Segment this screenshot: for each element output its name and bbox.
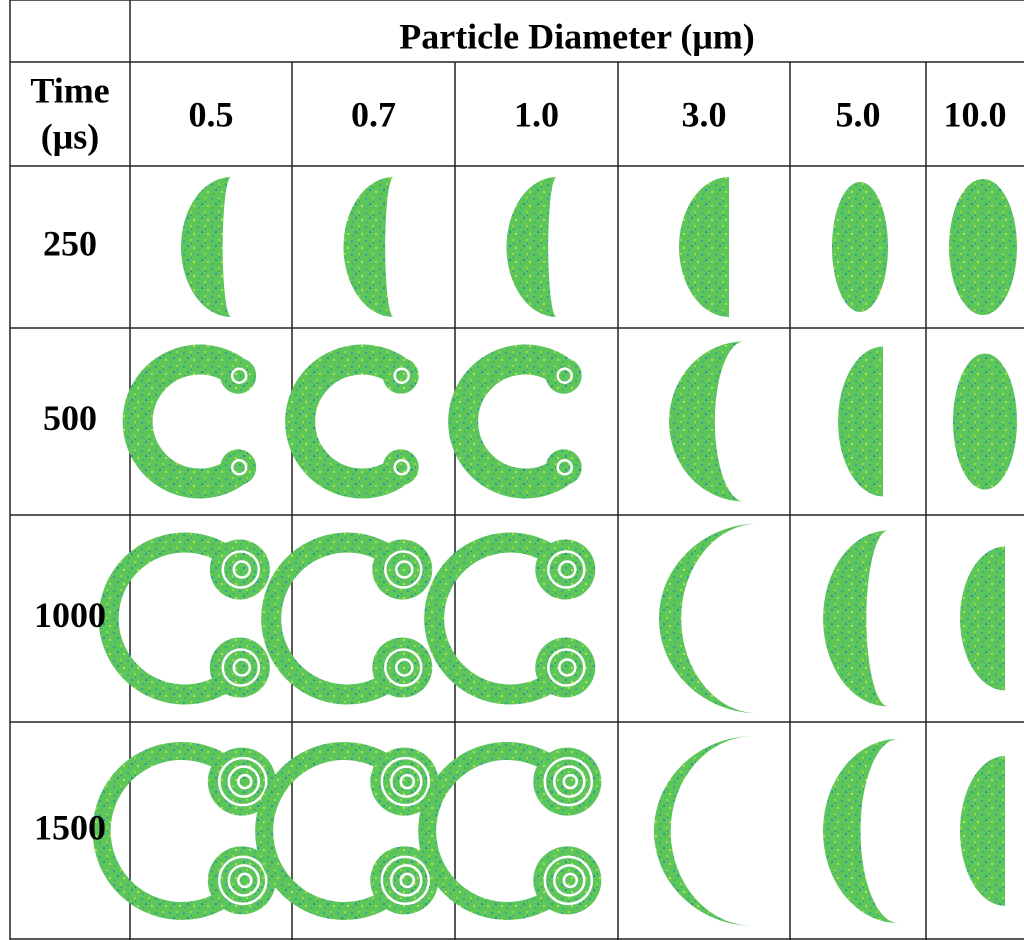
particle-images xyxy=(102,177,1017,926)
particle-curl xyxy=(372,540,432,600)
particle-cloud xyxy=(832,182,888,312)
particle-curl xyxy=(210,540,270,600)
particle-curl xyxy=(372,638,432,698)
corner-header: (μs) xyxy=(41,116,99,156)
column-header: 0.5 xyxy=(189,94,234,134)
particle-cloud xyxy=(823,739,898,923)
particle-cloud xyxy=(654,736,754,926)
row-header: 1500 xyxy=(34,807,106,847)
particle-curl xyxy=(220,449,256,485)
particle-cloud xyxy=(659,524,759,714)
row-header: 500 xyxy=(43,398,97,438)
particle-curl xyxy=(383,358,419,394)
particle-cloud xyxy=(679,177,729,317)
particle-cloud xyxy=(838,347,883,497)
corner-header: Time xyxy=(30,70,109,110)
column-header: 10.0 xyxy=(944,94,1007,134)
particle-cloud xyxy=(953,354,1017,490)
particle-cloud xyxy=(823,531,888,707)
table-title: Particle Diameter (μm) xyxy=(399,16,755,56)
particle-curl xyxy=(210,638,270,698)
particle-cloud xyxy=(960,547,1005,691)
particle-cloud xyxy=(949,179,1017,315)
column-header: 3.0 xyxy=(682,94,727,134)
column-header: 1.0 xyxy=(514,94,559,134)
particle-curl xyxy=(535,540,595,600)
column-header: 0.7 xyxy=(351,94,396,134)
particle-cloud xyxy=(138,360,235,484)
particle-curl xyxy=(546,449,582,485)
particle-cloud xyxy=(507,177,557,317)
particle-curl xyxy=(220,358,256,394)
particle-cloud xyxy=(344,177,394,317)
particle-cloud xyxy=(300,360,397,484)
row-header: 250 xyxy=(43,223,97,263)
particle-cloud xyxy=(463,360,560,484)
column-header: 5.0 xyxy=(836,94,881,134)
row-header: 1000 xyxy=(34,595,106,635)
particle-curl xyxy=(383,449,419,485)
particle-cloud xyxy=(669,342,744,502)
figure-table: Particle Diameter (μm) Time (μs) 0.5 0.7 1… xyxy=(0,0,1024,940)
particle-cloud xyxy=(960,756,1005,906)
particle-curl xyxy=(546,358,582,394)
particle-cloud xyxy=(181,177,231,317)
particle-curl xyxy=(535,638,595,698)
